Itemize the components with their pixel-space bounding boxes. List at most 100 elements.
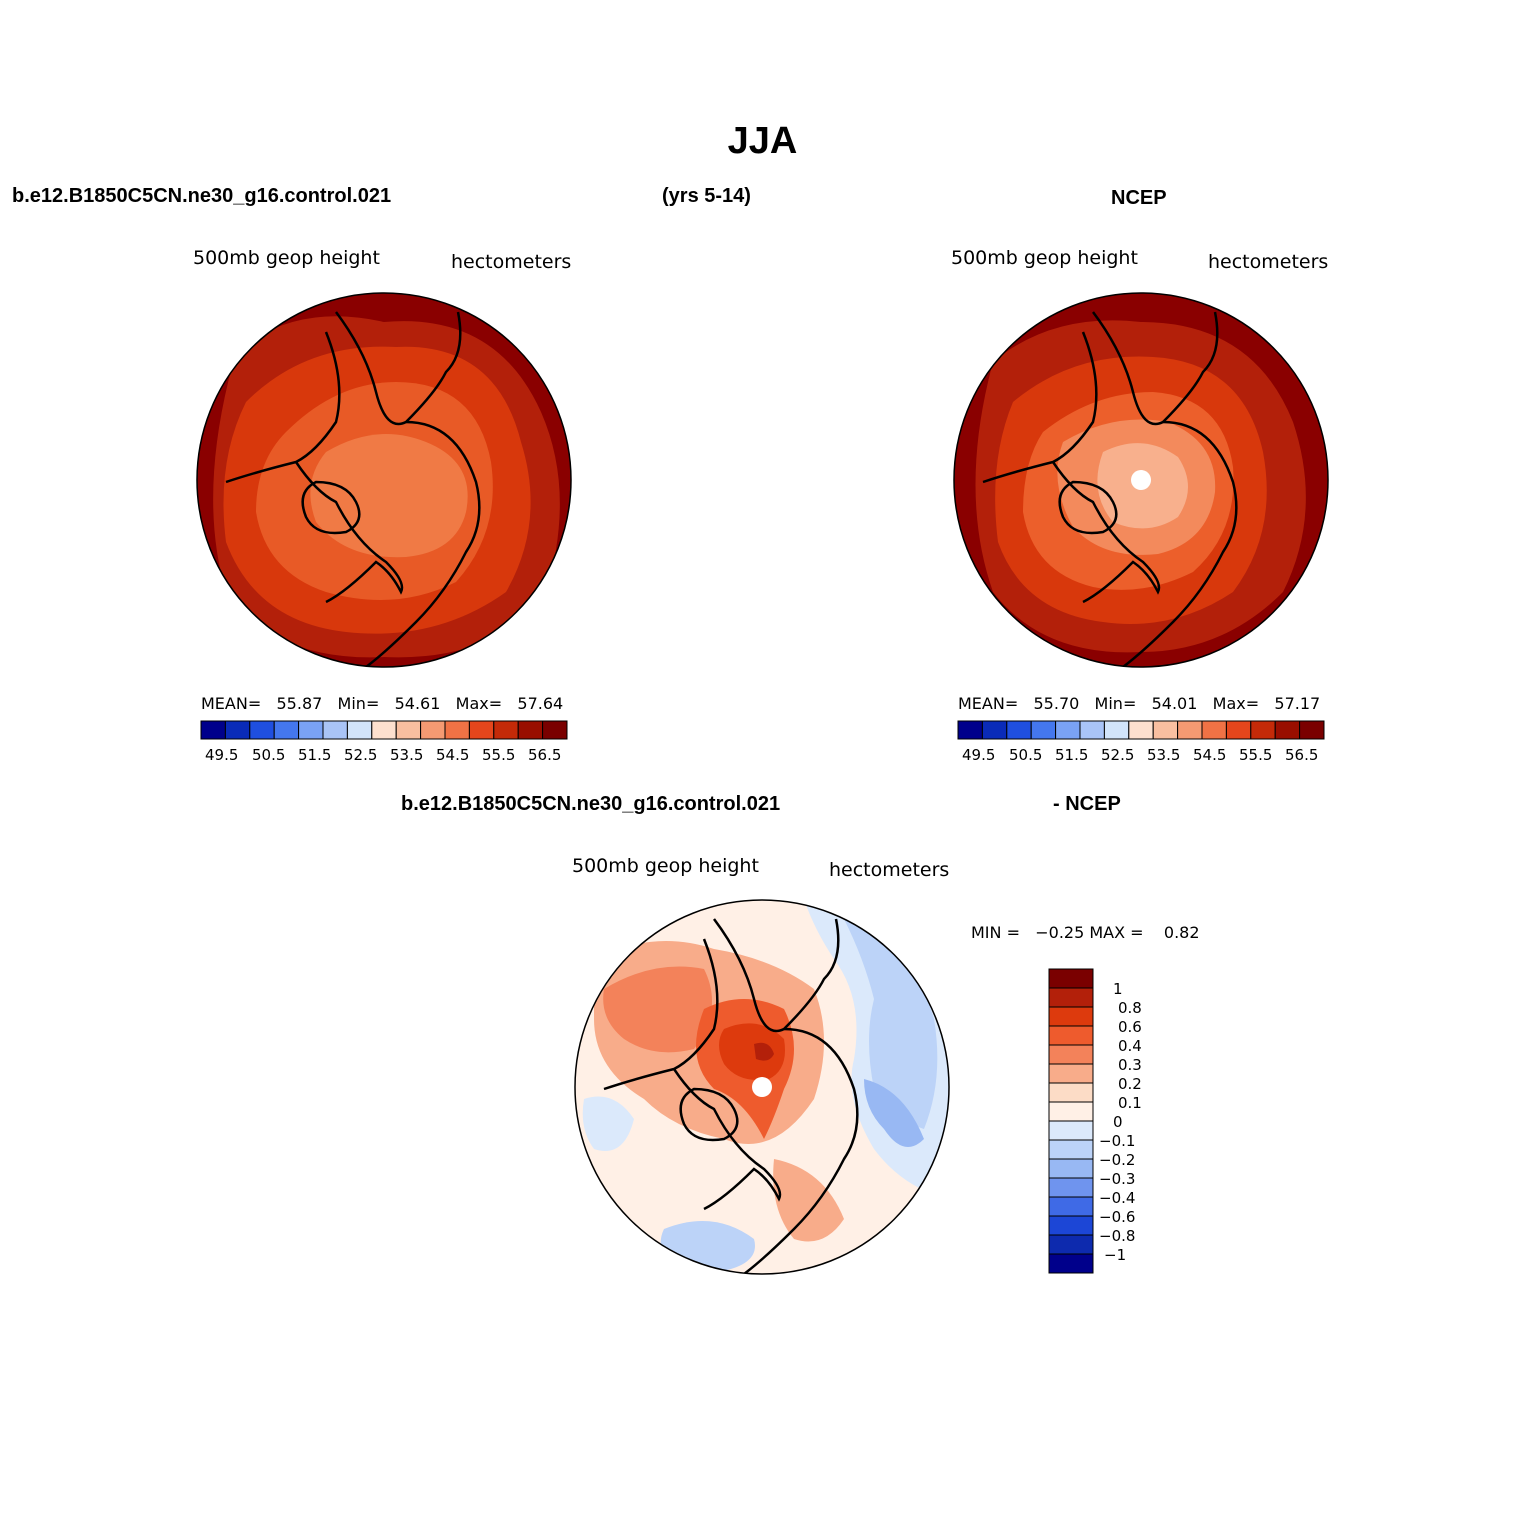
- left-tick: 51.5: [298, 746, 332, 764]
- right-tick: 54.5: [1193, 746, 1227, 764]
- left-variable-label: 500mb geop height: [193, 247, 380, 269]
- diff-tick: −0.6: [1099, 1208, 1136, 1226]
- colorbar-swatch: [444, 720, 470, 740]
- colorbar-swatch: [1299, 720, 1325, 740]
- left-tick: 56.5: [528, 746, 562, 764]
- diff-colorbar-swatch: [1048, 1177, 1094, 1198]
- diff-colorbar-swatch: [1048, 1063, 1094, 1084]
- diff-pole-marker: [752, 1077, 772, 1097]
- diff-coastlines: [603, 918, 859, 1274]
- right-colorbar-ticks: 49.5 50.5 51.5 52.5 53.5 54.5 55.5 56.5: [958, 746, 1324, 766]
- colorbar-swatch: [1006, 720, 1032, 740]
- diff-colorbar-swatch: [1048, 1196, 1094, 1217]
- diff-tick: 0.6: [1118, 1018, 1142, 1036]
- colorbar-swatch: [1250, 720, 1276, 740]
- colorbar-swatch: [395, 720, 422, 740]
- diff-tick: −0.1: [1099, 1132, 1136, 1150]
- right-mean-stats: MEAN= 55.70 Min= 54.01 Max= 57.17: [958, 694, 1321, 713]
- colorbar-swatch: [249, 720, 275, 740]
- left-case-label: b.e12.B1850C5CN.ne30_g16.control.021: [12, 185, 392, 207]
- left-tick: 54.5: [436, 746, 470, 764]
- colorbar-swatch: [1225, 720, 1252, 740]
- right-case-label: NCEP: [1111, 187, 1167, 209]
- diff-tick: 0.2: [1118, 1075, 1142, 1093]
- diff-colorbar-swatch: [1048, 1139, 1094, 1160]
- colorbar-swatch: [200, 720, 226, 740]
- right-pole-marker: [1131, 470, 1151, 490]
- diff-colorbar-ticks: 1 0.8 0.6 0.4 0.3 0.2 0.1 0 −0.1 −0.2 −0…: [1099, 969, 1159, 1273]
- diff-polar-map: [574, 899, 950, 1275]
- left-tick: 50.5: [252, 746, 286, 764]
- right-tick: 50.5: [1009, 746, 1043, 764]
- diff-tick: 0.8: [1118, 999, 1142, 1017]
- diff-colorbar-swatch: [1048, 1044, 1094, 1065]
- diff-colorbar-swatch: [1048, 1006, 1094, 1027]
- diff-units-label: hectometers: [829, 859, 950, 881]
- colorbar-swatch: [298, 720, 324, 740]
- left-tick: 52.5: [344, 746, 378, 764]
- colorbar-swatch: [1055, 720, 1081, 740]
- diff-colorbar: [1048, 968, 1094, 1274]
- colorbar-swatch: [1128, 720, 1154, 740]
- diff-colorbar-swatch: [1048, 1025, 1094, 1046]
- colorbar-swatch: [1152, 720, 1179, 740]
- right-coastlines: [982, 311, 1238, 667]
- left-tick: 55.5: [482, 746, 516, 764]
- diff-ref-label: - NCEP: [1053, 793, 1121, 815]
- diff-colorbar-swatch: [1048, 1101, 1094, 1122]
- diff-tick: −0.3: [1099, 1170, 1136, 1188]
- colorbar-swatch: [371, 720, 397, 740]
- diff-colorbar-swatch: [1048, 1234, 1094, 1255]
- diff-tick: 0.4: [1118, 1037, 1142, 1055]
- right-tick: 53.5: [1147, 746, 1181, 764]
- colorbar-swatch: [420, 720, 446, 740]
- period-label: (yrs 5-14): [662, 185, 751, 207]
- colorbar-swatch: [1274, 720, 1301, 740]
- diff-colorbar-swatch: [1048, 1158, 1094, 1179]
- diff-colorbar-swatch: [1048, 1215, 1094, 1236]
- diff-colorbar-swatch: [1048, 968, 1094, 989]
- colorbar-swatch: [322, 720, 348, 740]
- diff-tick: 1: [1113, 980, 1123, 998]
- left-polar-map: [196, 292, 572, 668]
- colorbar-swatch: [1201, 720, 1227, 740]
- colorbar-swatch: [517, 720, 544, 740]
- left-coastlines: [225, 311, 481, 667]
- colorbar-swatch: [1177, 720, 1203, 740]
- colorbar-swatch: [957, 720, 983, 740]
- diff-colorbar-swatch: [1048, 1253, 1094, 1274]
- diff-tick: −0.8: [1099, 1227, 1136, 1245]
- colorbar-swatch: [224, 720, 251, 740]
- right-polar-map: [953, 292, 1329, 668]
- left-colorbar-ticks: 49.5 50.5 51.5 52.5 53.5 54.5 55.5 56.5: [201, 746, 567, 766]
- right-units-label: hectometers: [1208, 251, 1329, 273]
- diff-colorbar-swatch: [1048, 1082, 1094, 1103]
- right-tick: 51.5: [1055, 746, 1089, 764]
- right-tick: 49.5: [962, 746, 996, 764]
- diff-tick: −0.4: [1099, 1189, 1136, 1207]
- right-colorbar: [957, 720, 1325, 740]
- right-tick: 56.5: [1285, 746, 1319, 764]
- left-units-label: hectometers: [451, 251, 572, 273]
- colorbar-swatch: [468, 720, 495, 740]
- figure-title: JJA: [727, 120, 798, 162]
- colorbar-swatch: [273, 720, 300, 740]
- colorbar-swatch: [493, 720, 519, 740]
- colorbar-swatch: [1030, 720, 1057, 740]
- left-colorbar: [200, 720, 568, 740]
- diff-variable-label: 500mb geop height: [572, 855, 759, 877]
- diff-colorbar-swatch: [1048, 987, 1094, 1008]
- diff-case-label: b.e12.B1850C5CN.ne30_g16.control.021: [401, 793, 781, 815]
- left-tick: 49.5: [205, 746, 239, 764]
- right-tick: 52.5: [1101, 746, 1135, 764]
- colorbar-swatch: [346, 720, 373, 740]
- diff-tick: −0.2: [1099, 1151, 1136, 1169]
- left-mean-stats: MEAN= 55.87 Min= 54.61 Max= 57.64: [201, 694, 564, 713]
- right-tick: 55.5: [1239, 746, 1273, 764]
- left-tick: 53.5: [390, 746, 424, 764]
- colorbar-swatch: [981, 720, 1008, 740]
- diff-minmax-stats: MIN = −0.25 MAX = 0.82: [971, 923, 1200, 942]
- colorbar-swatch: [542, 720, 568, 740]
- diff-tick: 0.1: [1118, 1094, 1142, 1112]
- diff-tick: −1: [1104, 1246, 1127, 1264]
